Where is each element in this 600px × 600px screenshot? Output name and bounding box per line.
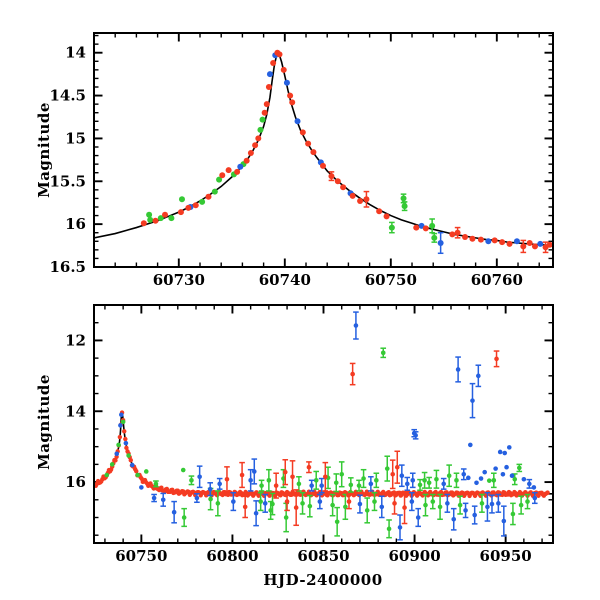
- series-blue: [187, 52, 544, 255]
- svg-text:60800: 60800: [206, 547, 258, 565]
- svg-text:15.5: 15.5: [49, 172, 86, 190]
- series-red: [224, 350, 550, 527]
- series-green: [146, 116, 438, 243]
- data-layer: [94, 49, 553, 255]
- svg-text:60750: 60750: [115, 547, 167, 565]
- axis-ticks: [94, 304, 553, 543]
- y-axis-label-bottom: Magnitude: [35, 374, 53, 470]
- panel-frame: [93, 304, 554, 544]
- top-panel: 60730 60740 60750 60760 14 14.5 15 15.5 16 16.5: [49, 32, 554, 289]
- svg-text:60750: 60750: [365, 271, 417, 289]
- svg-text:16.5: 16.5: [49, 258, 86, 276]
- axis-ticks: [93, 33, 553, 268]
- svg-text:14: 14: [65, 44, 86, 62]
- svg-text:16: 16: [65, 215, 86, 233]
- svg-text:60850: 60850: [297, 547, 349, 565]
- series-blue: [114, 311, 538, 541]
- svg-text:15: 15: [65, 129, 86, 147]
- tick-labels: 60750 60800 60850 60900 60950 12 14 16: [65, 331, 532, 565]
- svg-text:60740: 60740: [259, 271, 311, 289]
- svg-text:60900: 60900: [388, 547, 440, 565]
- y-axis-label-top: Magnitude: [35, 102, 53, 198]
- svg-text:14: 14: [65, 402, 86, 420]
- x-axis-label: HJD-2400000: [263, 571, 383, 589]
- bottom-panel: 60750 60800 60850 60900 60950 12 14 16: [65, 304, 554, 565]
- svg-text:60950: 60950: [480, 547, 532, 565]
- series-red: [140, 49, 553, 254]
- series-green: [104, 347, 531, 539]
- svg-text:16: 16: [65, 473, 86, 491]
- data-layer: [94, 311, 553, 541]
- svg-text:14.5: 14.5: [49, 87, 86, 105]
- svg-text:60760: 60760: [471, 271, 523, 289]
- svg-text:60730: 60730: [153, 271, 205, 289]
- model-curve: [94, 411, 553, 495]
- panel-frame: [93, 32, 554, 268]
- tick-labels: 60730 60740 60750 60760 14 14.5 15 15.5 16 16.5: [49, 44, 522, 289]
- svg-text:12: 12: [65, 331, 86, 349]
